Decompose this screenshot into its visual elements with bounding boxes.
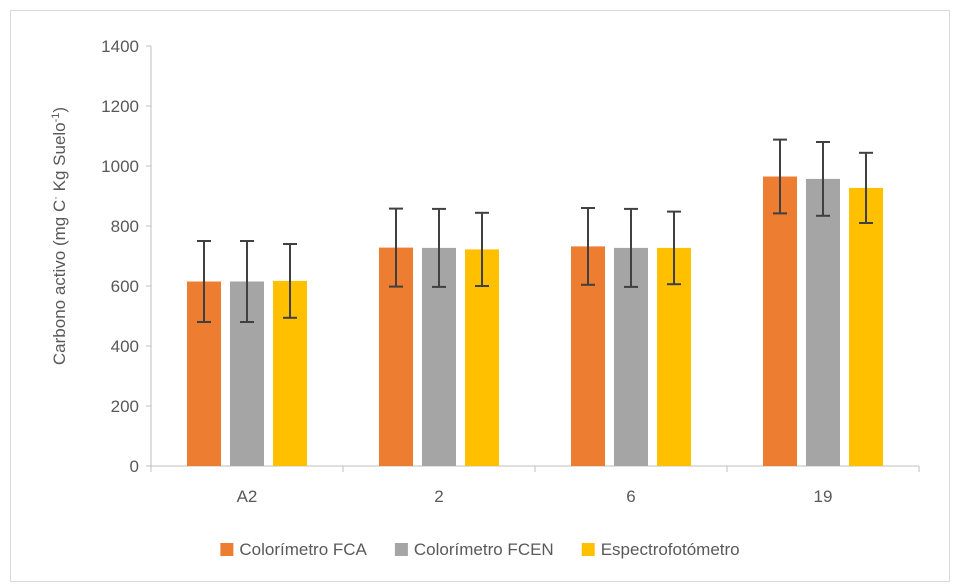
bar bbox=[849, 187, 883, 466]
y-axis-label: Carbono activo (mg C· Kg Suelo-1) bbox=[50, 107, 69, 365]
error-bar bbox=[581, 207, 595, 286]
legend-label: Espectrofotómetro bbox=[601, 540, 740, 559]
x-axis: A2 2 6 19 bbox=[150, 465, 920, 506]
error-bar bbox=[624, 207, 638, 288]
y-axis: 0 200 400 600 800 1000 1200 1400 bbox=[101, 37, 152, 476]
legend-item: Espectrofotómetro bbox=[581, 540, 740, 559]
error-bar bbox=[773, 138, 787, 215]
legend-label: Colorímetro FCA bbox=[239, 540, 367, 559]
error-bar bbox=[432, 207, 446, 288]
error-bar bbox=[197, 240, 211, 323]
bar bbox=[806, 178, 840, 466]
y-tick-label: 1200 bbox=[101, 97, 139, 116]
error-bar bbox=[859, 151, 873, 224]
legend-swatch bbox=[581, 543, 595, 556]
y-tick-label: 800 bbox=[111, 217, 139, 236]
bar bbox=[763, 176, 797, 466]
y-tick-label: 1400 bbox=[101, 37, 139, 56]
error-bar bbox=[816, 141, 830, 217]
y-tick-label: 400 bbox=[111, 337, 139, 356]
y-tick-label: 1000 bbox=[101, 157, 139, 176]
error-bar bbox=[475, 211, 489, 287]
error-bar bbox=[667, 210, 681, 286]
y-tick-label: 200 bbox=[111, 397, 139, 416]
error-bar bbox=[240, 240, 254, 323]
bar-chart: 0 200 400 600 800 1000 1200 1400 A2 2 6 19 Carbono… bbox=[50, 37, 920, 559]
y-tick-label: 600 bbox=[111, 277, 139, 296]
legend-swatch bbox=[394, 543, 408, 556]
x-tick-label: A2 bbox=[237, 487, 258, 506]
error-bar bbox=[283, 243, 297, 319]
legend-label: Colorímetro FCEN bbox=[414, 540, 554, 559]
legend-swatch bbox=[220, 543, 234, 556]
legend-item: Colorímetro FCA bbox=[220, 540, 368, 559]
bars bbox=[187, 176, 883, 466]
y-tick-label: 0 bbox=[130, 457, 139, 476]
legend: Colorímetro FCA Colorímetro FCEN Espectrof… bbox=[220, 540, 740, 559]
x-tick-label: 2 bbox=[434, 487, 443, 506]
legend-item: Colorímetro FCEN bbox=[394, 540, 554, 559]
x-tick-label: 19 bbox=[814, 487, 833, 506]
error-bars bbox=[197, 138, 873, 323]
chart-frame: 0 200 400 600 800 1000 1200 1400 A2 2 6 19 Carbono… bbox=[10, 10, 950, 582]
x-tick-label: 6 bbox=[626, 487, 635, 506]
error-bar bbox=[389, 207, 403, 288]
